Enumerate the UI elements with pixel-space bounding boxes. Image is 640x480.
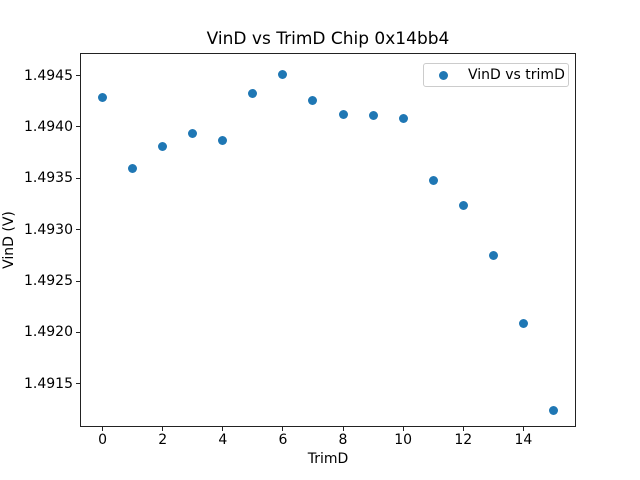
x-tick-label: 12 [454, 432, 473, 448]
y-tick-label: 1.4925 [24, 273, 73, 290]
x-tick-mark [462, 427, 464, 431]
legend-label: VinD vs trimD [468, 67, 565, 83]
x-axis-label: TrimD [307, 451, 349, 467]
scatter-point [398, 114, 408, 124]
y-tick-label: 1.4920 [24, 324, 73, 341]
y-tick-mark [76, 280, 80, 282]
x-tick-mark [282, 427, 284, 431]
scatter-point [308, 95, 318, 105]
scatter-point [338, 110, 348, 120]
x-tick-mark [522, 427, 524, 431]
x-tick-mark [222, 427, 224, 431]
y-tick-mark [76, 75, 80, 77]
scatter-point [188, 128, 198, 138]
x-tick-label: 10 [394, 432, 413, 448]
x-tick-mark [162, 427, 164, 431]
x-tick-label: 8 [338, 432, 348, 448]
x-tick-label: 0 [98, 432, 107, 448]
scatter-point [128, 163, 138, 173]
legend-marker-icon [439, 70, 448, 80]
plot-area [80, 53, 576, 427]
x-tick-label: 2 [158, 432, 168, 448]
y-tick-label: 1.4940 [24, 118, 73, 135]
y-tick-mark [76, 126, 80, 128]
x-tick-label: 4 [218, 432, 228, 448]
y-tick-label: 1.4930 [24, 221, 73, 238]
scatter-point [368, 111, 378, 121]
y-tick-mark [76, 229, 80, 231]
x-tick-mark [102, 427, 104, 431]
x-tick-label: 14 [514, 432, 533, 448]
scatter-point [428, 175, 438, 185]
x-tick-mark [402, 427, 404, 431]
chart-title: VinD vs TrimD Chip 0x14bb4 [206, 29, 450, 49]
y-axis-label: VinD (V) [1, 211, 17, 269]
scatter-point [158, 142, 168, 151]
legend: VinD vs trimD [423, 63, 569, 87]
scatter-point [458, 200, 468, 210]
y-tick-label: 1.4935 [24, 170, 73, 187]
scatter-point [248, 88, 258, 98]
scatter-point [278, 70, 288, 80]
scatter-point [488, 250, 498, 260]
scatter-point [218, 135, 228, 145]
x-tick-label: 6 [278, 432, 288, 448]
y-tick-mark [76, 177, 80, 179]
scatter-point [548, 406, 558, 416]
y-tick-label: 1.4945 [24, 67, 73, 84]
x-tick-mark [342, 427, 344, 431]
y-tick-mark [76, 383, 80, 385]
y-tick-mark [76, 331, 80, 333]
y-tick-label: 1.4915 [24, 375, 73, 392]
scatter-point [518, 318, 528, 328]
scatter-point [98, 92, 108, 102]
